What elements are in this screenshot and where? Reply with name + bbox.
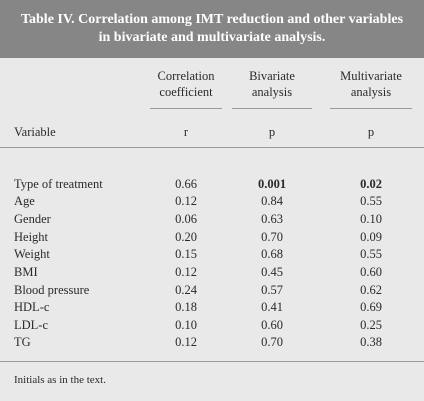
row-variable: BMI [14,265,38,279]
row-r: 0.24 [175,283,197,297]
header-bivariate-line-1: Bivariate [249,69,295,83]
row-p-multivariate: 0.38 [360,335,382,349]
row-r: 0.20 [175,230,197,244]
table-title-line-1: Table IV. Correlation among IMT reductio… [20,12,404,27]
row-variable: Blood pressure [14,283,90,297]
header-rule-correlation [150,108,222,109]
row-r: 0.18 [175,300,197,314]
row-p-bivariate: 0.57 [261,283,283,297]
row-p-multivariate: 0.62 [360,283,382,297]
row-r: 0.12 [175,335,197,349]
row-p-bivariate: 0.68 [261,247,283,261]
row-variable: Age [14,194,35,208]
header-symbol-p-bivariate: p [268,125,276,139]
header-multivariate-line-1: Multivariate [340,69,402,83]
row-p-multivariate: 0.02 [360,177,382,191]
header-rule-multivariate [330,108,412,109]
header-correlation-line-1: Correlation [157,69,215,83]
header-symbol-r: r [183,125,189,139]
row-variable: Type of treatment [14,177,103,191]
row-variable: Height [14,230,49,244]
row-p-bivariate: 0.70 [261,335,283,349]
row-variable: HDL-c [14,300,50,314]
row-r: 0.15 [175,247,197,261]
row-p-multivariate: 0.25 [360,318,382,332]
row-p-multivariate: 0.10 [360,212,382,226]
table-title-line-2: in bivariate and multivariate analysis. [98,30,326,45]
row-p-bivariate: 0.001 [257,177,287,191]
header-rule-bivariate [232,108,312,109]
row-p-multivariate: 0.09 [360,230,382,244]
header-bivariate-line-2: analysis [251,85,293,99]
row-p-multivariate: 0.69 [360,300,382,314]
row-variable: Weight [14,247,50,261]
header-bottom-rule [0,147,424,148]
row-p-multivariate: 0.55 [360,194,382,208]
row-p-bivariate: 0.60 [261,318,283,332]
row-r: 0.66 [175,177,197,191]
row-p-bivariate: 0.70 [261,230,283,244]
row-variable: LDL-c [14,318,49,332]
table-title-bar: Table IV. Correlation among IMT reductio… [0,0,424,58]
row-p-bivariate: 0.45 [261,265,283,279]
header-multivariate-line-2: analysis [350,85,392,99]
header-correlation-line-2: coefficient [159,85,213,99]
row-variable: Gender [14,212,51,226]
row-p-bivariate: 0.63 [261,212,283,226]
row-r: 0.06 [175,212,197,226]
row-p-multivariate: 0.55 [360,247,382,261]
row-r: 0.12 [175,194,197,208]
row-p-bivariate: 0.41 [261,300,283,314]
table-footnote: Initials as in the text. [14,374,106,386]
header-symbol-p-multivariate: p [367,125,375,139]
row-variable: TG [14,335,31,349]
header-variable: Variable [14,125,56,139]
row-p-bivariate: 0.84 [261,194,283,208]
row-r: 0.10 [175,318,197,332]
row-p-multivariate: 0.60 [360,265,382,279]
row-r: 0.12 [175,265,197,279]
table-bottom-rule [0,361,424,362]
